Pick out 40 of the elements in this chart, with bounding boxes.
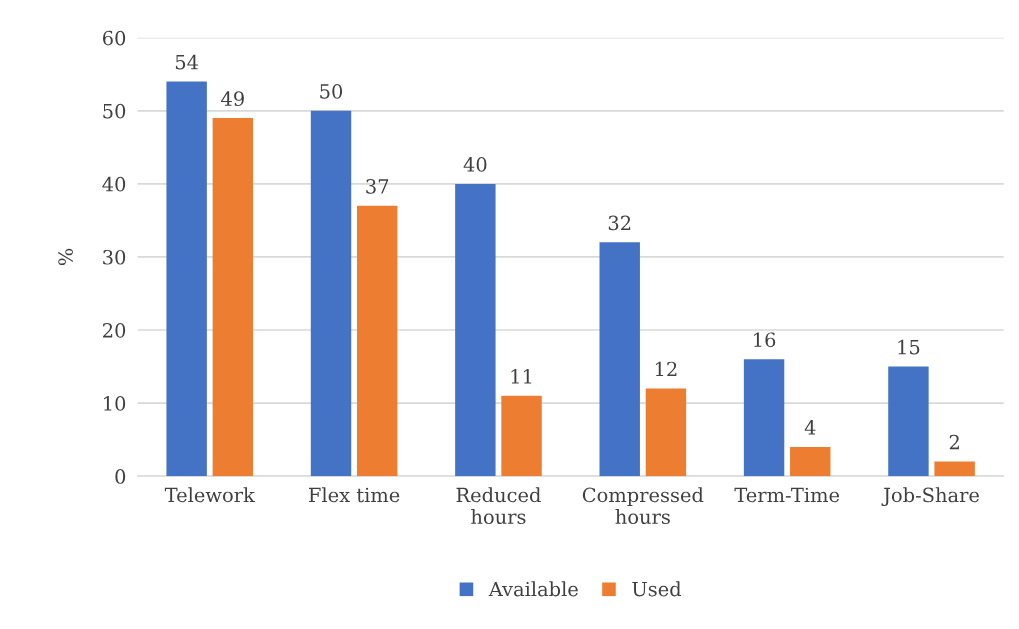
data-label: 11: [511, 368, 532, 384]
y-axis-title: %: [58, 248, 73, 266]
data-label: 16: [754, 332, 776, 348]
bar: [455, 183, 496, 477]
x-tick-label: Term-Time: [734, 487, 840, 503]
data-label: 54: [175, 54, 199, 70]
bar: [599, 242, 640, 477]
data-label: 12: [655, 361, 677, 377]
legend-label: Used: [632, 581, 682, 597]
bar: [645, 388, 687, 477]
legend-label: Available: [488, 581, 578, 597]
y-tick-label: 20: [103, 322, 126, 338]
data-label: 15: [898, 339, 920, 355]
y-tick-label: 60: [103, 30, 126, 46]
data-label: 50: [320, 84, 343, 99]
bar: [501, 395, 542, 477]
x-tick-label: Compressed hours: [582, 487, 704, 525]
data-label: 40: [463, 157, 487, 172]
x-tick-label: Flex time: [309, 487, 400, 503]
y-tick-label: 10: [104, 396, 126, 411]
data-label: 49: [221, 91, 244, 107]
bar: [743, 359, 785, 477]
bar: [888, 366, 929, 477]
data-label: 37: [366, 178, 389, 194]
bar: [212, 118, 254, 477]
bar: [790, 446, 831, 477]
y-tick-label: 0: [115, 469, 126, 484]
y-tick-label: 30: [103, 249, 126, 265]
x-tick-label: Job-Share: [881, 487, 979, 507]
bar: [356, 205, 398, 477]
data-label: 4: [804, 420, 816, 435]
bar: [310, 110, 352, 477]
bar: [166, 81, 207, 477]
bar: [934, 461, 975, 477]
x-tick-label: Reduced hours: [456, 487, 541, 525]
x-tick-label: Telework: [164, 487, 255, 503]
y-tick-label: 40: [102, 176, 126, 192]
data-label: 32: [608, 215, 631, 231]
data-label: 2: [949, 434, 959, 450]
y-tick-label: 50: [103, 103, 126, 119]
